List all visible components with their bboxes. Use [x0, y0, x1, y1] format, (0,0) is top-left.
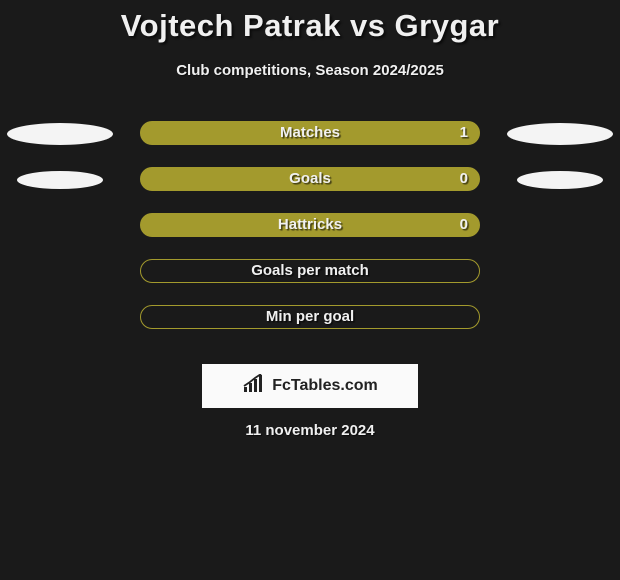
- stat-label: Goals per match: [140, 259, 480, 283]
- stat-rows: Matches1Goals0Hattricks0Goals per matchM…: [0, 121, 620, 351]
- date-text: 11 november 2024: [0, 422, 620, 439]
- page-subtitle: Club competitions, Season 2024/2025: [0, 62, 620, 79]
- stat-label: Min per goal: [140, 305, 480, 329]
- stat-label: Goals: [140, 167, 480, 191]
- stat-value: 0: [460, 167, 468, 191]
- stat-row: Min per goal: [0, 305, 620, 351]
- stat-label: Hattricks: [140, 213, 480, 237]
- comparison-infographic: Vojtech Patrak vs Grygar Club competitio…: [0, 0, 620, 580]
- stat-value: 1: [460, 121, 468, 145]
- stat-label: Matches: [140, 121, 480, 145]
- left-ellipse: [17, 171, 103, 189]
- right-ellipse: [507, 123, 613, 145]
- left-ellipse: [7, 123, 113, 145]
- stat-value: 0: [460, 213, 468, 237]
- stat-row: Goals per match: [0, 259, 620, 305]
- page-title: Vojtech Patrak vs Grygar: [0, 0, 620, 44]
- stat-row: Goals0: [0, 167, 620, 213]
- source-badge-text: FcTables.com: [272, 377, 378, 395]
- source-badge: FcTables.com: [202, 364, 418, 408]
- stat-row: Matches1: [0, 121, 620, 167]
- chart-icon: [242, 374, 266, 399]
- right-ellipse: [517, 171, 603, 189]
- stat-row: Hattricks0: [0, 213, 620, 259]
